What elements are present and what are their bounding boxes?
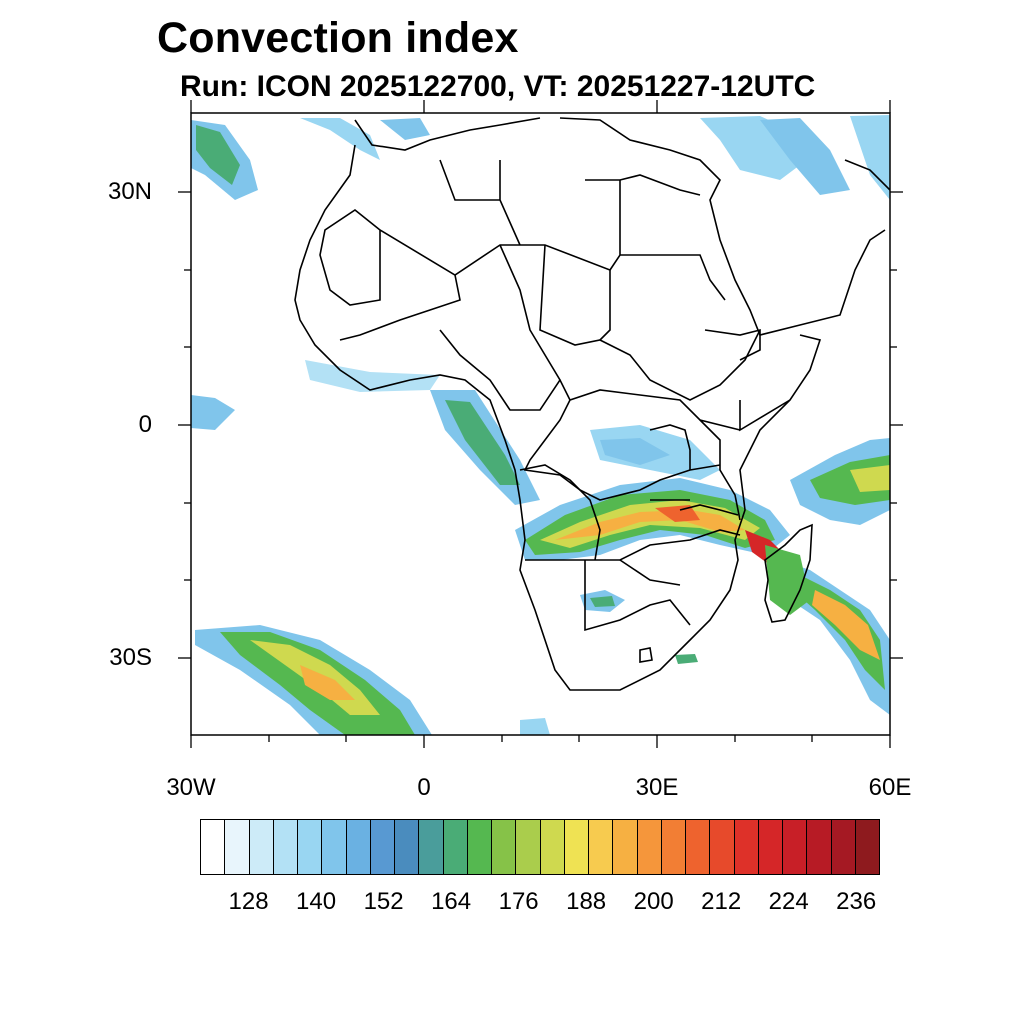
colorbar-label: 200 xyxy=(633,888,674,915)
colorbar-label: 176 xyxy=(498,888,539,915)
colorbar-segment xyxy=(661,820,686,874)
colorbar-segment xyxy=(467,820,492,874)
colorbar-label: 212 xyxy=(701,888,742,915)
convection-field xyxy=(191,115,890,735)
colorbar-label: 188 xyxy=(566,888,607,915)
axis-ticks xyxy=(178,100,903,748)
colorbar-label: 152 xyxy=(363,888,404,915)
coastlines-borders xyxy=(294,117,890,691)
colorbar-segment xyxy=(637,820,662,874)
colorbar-segment xyxy=(686,820,711,874)
colorbar-segment xyxy=(540,820,565,874)
plot-title: Convection index xyxy=(157,14,519,62)
lon-label-60e: 60E xyxy=(868,774,912,801)
colorbar-segment xyxy=(346,820,371,874)
colorbar-segment xyxy=(273,820,298,874)
colorbar-segment xyxy=(831,820,856,874)
lon-label-30w: 30W xyxy=(166,774,216,801)
colorbar-segment xyxy=(322,820,347,874)
colorbar-label: 128 xyxy=(228,888,269,915)
colorbar-segment xyxy=(443,820,468,874)
colorbar-segment xyxy=(370,820,395,874)
colorbar-label: 224 xyxy=(768,888,809,915)
map-border xyxy=(190,112,891,736)
colorbar-segment xyxy=(807,820,832,874)
colorbar-segment xyxy=(734,820,759,874)
lat-label-30n: 30N xyxy=(107,178,152,205)
lat-label-30s: 30S xyxy=(109,644,152,671)
colorbar-label: 140 xyxy=(296,888,337,915)
colorbar-label: 164 xyxy=(431,888,472,915)
lat-label-0: 0 xyxy=(138,411,152,438)
colorbar-segment xyxy=(249,820,274,874)
lon-label-0: 0 xyxy=(417,774,431,801)
colorbar-segment xyxy=(710,820,735,874)
colorbar-segment xyxy=(564,820,589,874)
colorbar-segment xyxy=(201,820,226,874)
colorbar-segment xyxy=(225,820,250,874)
lon-label-30e: 30E xyxy=(635,774,679,801)
colorbar-segment xyxy=(783,820,808,874)
colorbar-segment xyxy=(855,820,879,874)
plot-subtitle: Run: ICON 2025122700, VT: 20251227-12UTC xyxy=(180,70,816,103)
colorbar-segment xyxy=(613,820,638,874)
colorbar-segment xyxy=(395,820,420,874)
colorbar xyxy=(200,819,880,875)
colorbar-segment xyxy=(492,820,517,874)
colorbar-segment xyxy=(298,820,323,874)
colorbar-segment xyxy=(516,820,541,874)
colorbar-segment xyxy=(419,820,444,874)
colorbar-label: 236 xyxy=(836,888,877,915)
colorbar-segment xyxy=(758,820,783,874)
colorbar-segment xyxy=(589,820,614,874)
